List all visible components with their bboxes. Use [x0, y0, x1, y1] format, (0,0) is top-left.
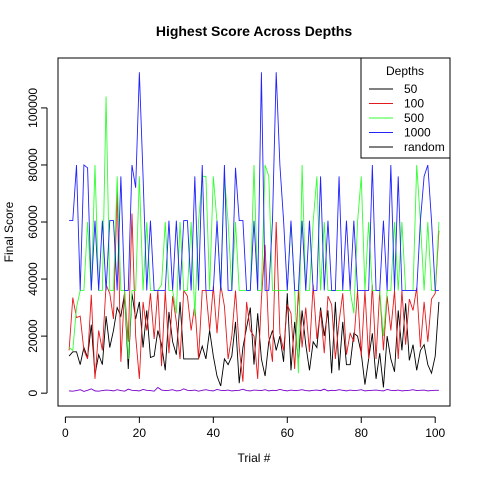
x-tick-label: 80	[355, 426, 369, 440]
y-axis: 0 20000 40000 60000 80000 100000	[26, 88, 48, 397]
legend-entry-50: 50	[404, 82, 418, 96]
x-tick-label: 40	[207, 426, 221, 440]
legend-title: Depths	[386, 64, 424, 78]
plot-area-frame	[57, 57, 451, 407]
series-layer	[68, 72, 440, 392]
y-tick-label: 80000	[26, 148, 40, 182]
y-tick-label: 40000	[26, 262, 40, 296]
y-tick-label: 100000	[26, 88, 40, 128]
legend-entry-500: 500	[404, 111, 424, 125]
x-tick-label: 100	[425, 426, 445, 440]
series-line-1000	[69, 72, 439, 291]
y-tick-label: 0	[26, 390, 40, 397]
x-tick-label: 20	[133, 426, 147, 440]
y-axis-label: Final Score	[2, 201, 16, 262]
legend-entry-100: 100	[404, 97, 424, 111]
legend-entry-1000: 1000	[404, 126, 431, 140]
legend-entry-random: random	[404, 140, 445, 154]
x-tick-label: 0	[62, 426, 69, 440]
series-line-100	[68, 190, 440, 382]
x-axis: 0 20 40 60 80 100	[62, 416, 446, 440]
legend-box	[360, 57, 451, 159]
series-line-random	[69, 386, 439, 392]
y-tick-label: 20000	[26, 319, 40, 353]
x-tick-label: 60	[281, 426, 295, 440]
y-tick-label: 60000	[26, 205, 40, 239]
chart-title: Highest Score Across Depths	[156, 23, 353, 39]
x-axis-label: Trial #	[238, 451, 271, 465]
